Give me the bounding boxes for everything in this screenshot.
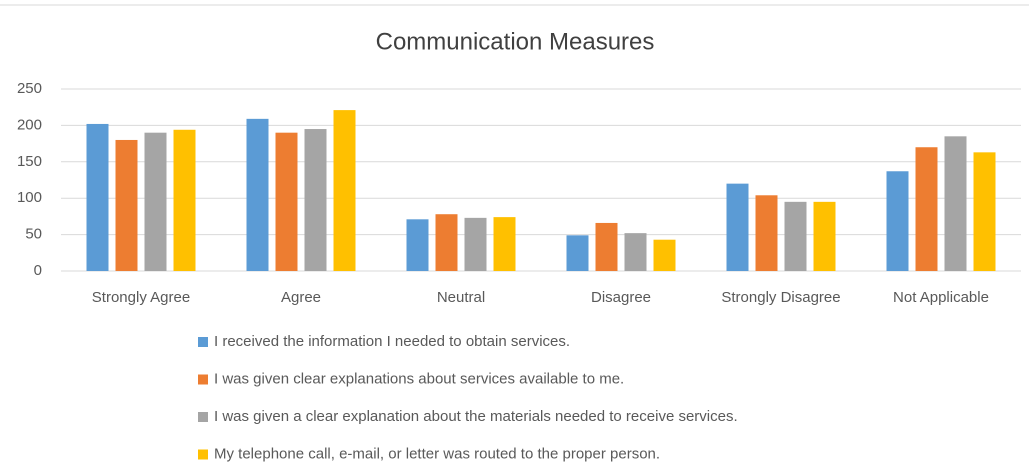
bar: [144, 132, 167, 271]
x-tick-label: Strongly Disagree: [721, 289, 840, 306]
bar: [493, 217, 516, 271]
bar: [944, 136, 967, 271]
bar: [595, 222, 618, 271]
legend-swatch: [198, 412, 208, 422]
bar: [726, 183, 749, 271]
bar: [886, 171, 909, 271]
legend-label: I received the information I needed to o…: [214, 333, 570, 350]
bar: [86, 123, 109, 271]
y-tick-label: 200: [17, 116, 42, 133]
legend-swatch: [198, 374, 208, 385]
bar: [653, 239, 676, 271]
x-tick-label: Not Applicable: [893, 289, 989, 306]
legend-label: My telephone call, e-mail, or letter was…: [214, 445, 660, 462]
bar: [435, 214, 458, 271]
y-tick-label: 50: [25, 226, 42, 243]
y-tick-label: 0: [34, 262, 42, 279]
legend-swatch: [198, 449, 208, 460]
legend-label: I was given clear explanations about ser…: [214, 370, 624, 387]
bar: [115, 139, 138, 271]
bar: [246, 118, 269, 272]
x-tick-label: Disagree: [591, 289, 651, 306]
y-tick-label: 100: [17, 189, 42, 206]
bar: [275, 132, 298, 271]
bar: [333, 110, 356, 271]
legend-swatch: [198, 337, 208, 347]
legend-label: I was given a clear explanation about th…: [214, 408, 738, 425]
y-tick-label: 150: [17, 153, 42, 170]
y-tick-label: 250: [17, 80, 42, 97]
bar: [464, 217, 487, 271]
bar: [813, 201, 836, 271]
x-tick-label: Agree: [281, 289, 321, 306]
bar: [624, 233, 647, 271]
bar: [304, 129, 327, 271]
x-tick-label: Neutral: [437, 289, 485, 306]
bar: [173, 129, 196, 271]
bar: [915, 147, 938, 271]
bar: [784, 201, 807, 271]
x-tick-label: Strongly Agree: [92, 289, 190, 306]
bar: [973, 152, 996, 271]
bar: [755, 195, 778, 271]
bar: [406, 219, 429, 271]
bar: [566, 235, 589, 271]
chart-title: Communication Measures: [376, 28, 655, 55]
